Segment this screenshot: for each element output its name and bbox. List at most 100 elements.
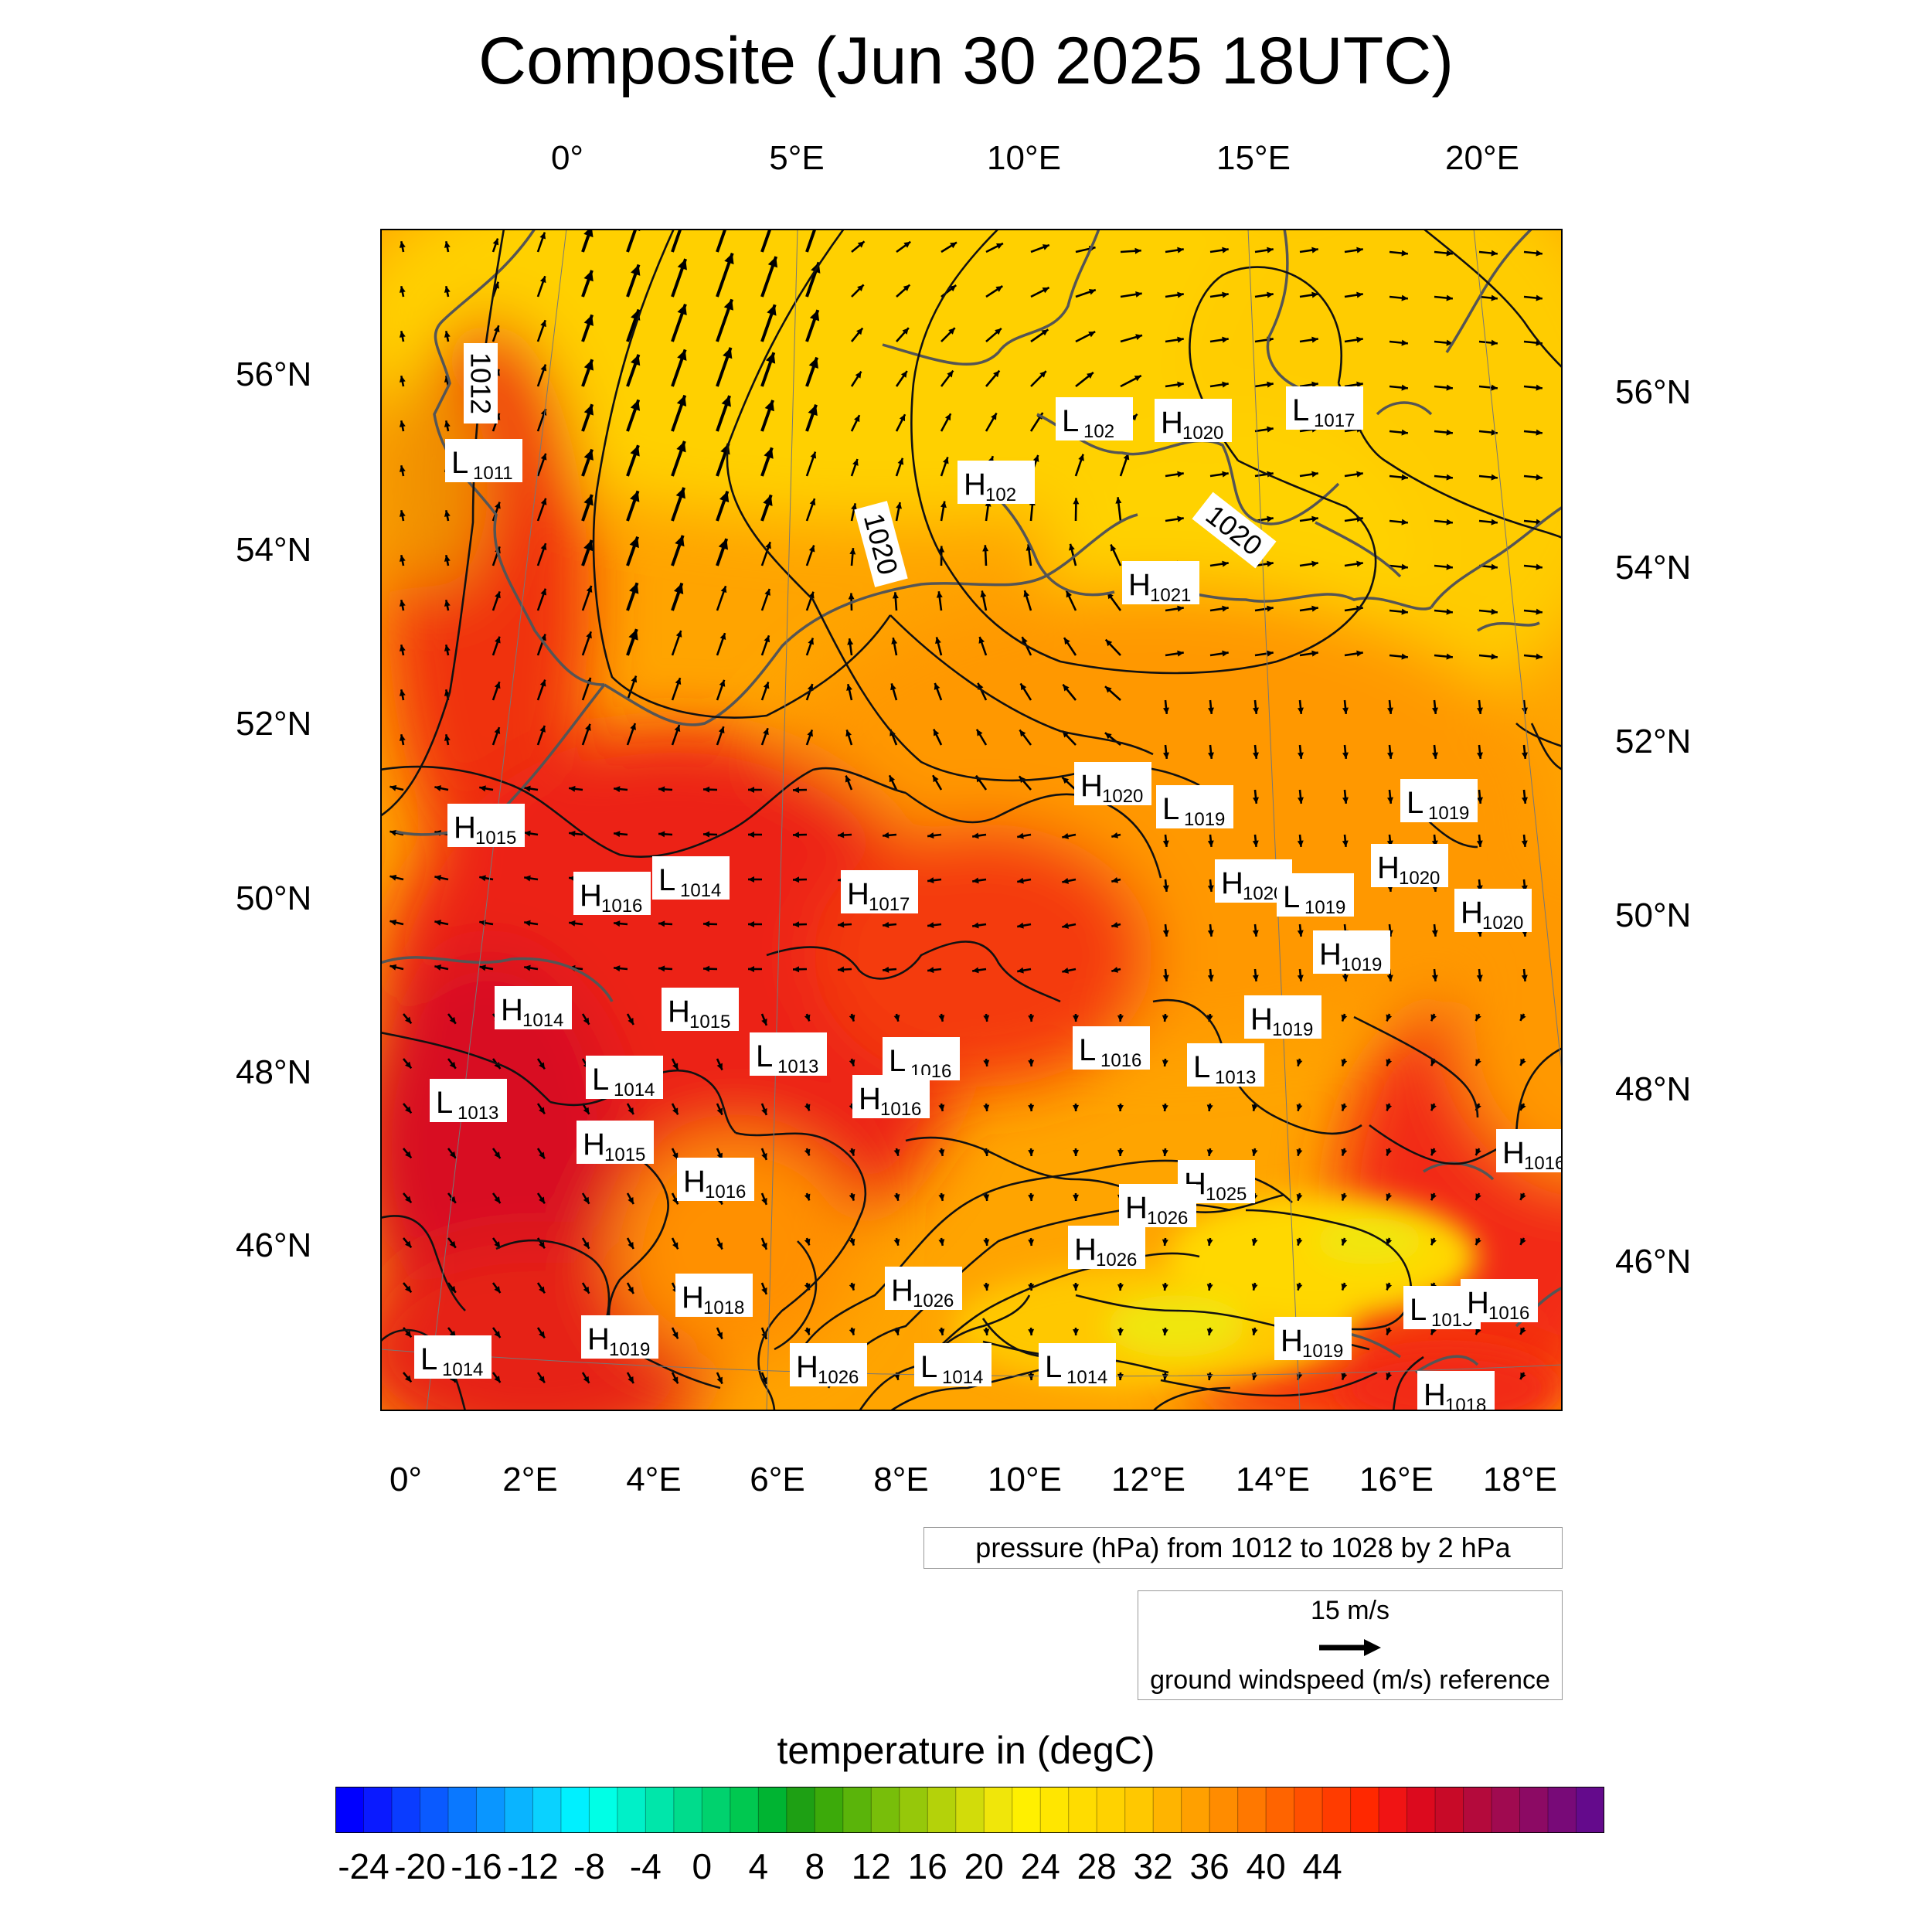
wind-vector-head xyxy=(444,331,451,338)
wind-vector-head xyxy=(1032,454,1039,462)
colorbar-cell xyxy=(1406,1787,1436,1833)
pressure-center-high: H1025 xyxy=(1178,1160,1255,1205)
wind-vector-head xyxy=(1252,840,1259,847)
wind-vector-head xyxy=(583,1196,590,1204)
wind-vector-head xyxy=(976,729,983,736)
colorbar-tick-label: -20 xyxy=(394,1846,446,1886)
colorbar-cell xyxy=(673,1787,702,1833)
pressure-center-value: 1016 xyxy=(1100,1050,1141,1071)
wind-vector-head xyxy=(1267,605,1274,612)
wind-vector-head xyxy=(524,920,531,927)
wind-vector-head xyxy=(1042,287,1049,294)
bottom-lon-label-4e: 4°E xyxy=(626,1461,682,1498)
colorbar-cell xyxy=(1294,1787,1323,1833)
pressure-center-letter: H xyxy=(1080,769,1103,803)
wind-vector-head xyxy=(1162,1239,1168,1246)
colorbar-cell xyxy=(1181,1787,1210,1833)
wind-vector-head xyxy=(1536,563,1543,570)
wind-vector-head xyxy=(434,785,442,791)
right-lat-label-50n: 50°N xyxy=(1615,896,1692,934)
wind-vector-head xyxy=(1386,975,1393,981)
wind-vector-head xyxy=(1356,560,1363,567)
wind-vector-head xyxy=(1206,1239,1213,1246)
bottom-lon-label-8e: 8°E xyxy=(873,1461,929,1498)
colorbar-tick-label: -16 xyxy=(451,1846,502,1886)
pressure-center-value: 1015 xyxy=(604,1145,645,1165)
colorbar-tick-label: 36 xyxy=(1189,1846,1230,1886)
wind-vector-head xyxy=(1267,247,1274,253)
pressure-center-letter: L xyxy=(1162,792,1179,826)
wind-vector-head xyxy=(449,1151,456,1158)
wind-vector-head xyxy=(540,543,547,550)
bottom-lon-label-18e: 18°E xyxy=(1483,1461,1557,1498)
wind-vector-head xyxy=(1311,471,1318,478)
wind-vector-head xyxy=(1430,1328,1437,1335)
wind-vector-head xyxy=(764,447,774,459)
wind-vector-head xyxy=(583,229,594,238)
wind-vector-head xyxy=(983,1328,990,1335)
wind-vector-head xyxy=(765,542,771,549)
wind-vector-head xyxy=(1446,250,1453,257)
pressure-center-value: 1019 xyxy=(1304,897,1345,918)
wind-vector-head xyxy=(934,682,940,690)
wind-vector-head xyxy=(849,1283,855,1291)
wind-vector-head xyxy=(972,832,979,839)
wind-vector-head xyxy=(938,1239,945,1246)
wind-vector-head xyxy=(810,451,817,459)
wind-vector-head xyxy=(444,510,451,517)
wind-vector-head xyxy=(1520,1058,1526,1066)
wind-vector-head xyxy=(1296,1193,1303,1201)
wind-vector-head xyxy=(1028,1104,1035,1111)
pressure-center-low: L 1016 xyxy=(1073,1026,1150,1071)
pressure-center-letter: H xyxy=(1319,937,1342,971)
wind-vector-head xyxy=(1251,1284,1258,1291)
wind-vector-head xyxy=(1430,1193,1437,1201)
wind-vector-head xyxy=(389,784,397,791)
colorbar-cell xyxy=(560,1787,590,1833)
wind-vector-head xyxy=(628,1107,634,1114)
pressure-center-high: H 1016 xyxy=(573,872,651,917)
bottom-lon-label-12e: 12°E xyxy=(1111,1461,1185,1498)
pressure-center-letter: H xyxy=(796,1350,818,1384)
wind-vector-head xyxy=(494,682,501,689)
wind-vector-head xyxy=(1536,608,1543,615)
wind-vector-head xyxy=(1491,653,1498,660)
wind-vector-head xyxy=(902,328,909,335)
pressure-center-value: 1020 xyxy=(1399,868,1440,889)
wind-vector-head xyxy=(1222,381,1229,388)
wind-vector-head xyxy=(494,1196,501,1203)
wind-vector-head xyxy=(1431,930,1438,937)
wind-vector-head xyxy=(1134,247,1141,254)
wind-vector-head xyxy=(893,1194,900,1201)
wind-vector-head xyxy=(1356,336,1363,343)
colorbar-cell xyxy=(1124,1787,1154,1833)
wind-vector-head xyxy=(479,785,486,792)
pressure-center-letter: H xyxy=(891,1274,913,1308)
wind-vector-head xyxy=(1177,291,1184,298)
wind-vector-head xyxy=(1073,1328,1080,1335)
wind-vector-head xyxy=(1536,384,1543,391)
wind-vector-head xyxy=(804,1193,811,1201)
wind-vector-head xyxy=(1356,247,1363,253)
wind-vector-head xyxy=(1267,650,1274,657)
wind-vector-head xyxy=(891,638,898,645)
wind-vector-head xyxy=(995,286,1003,292)
wind-vector-head xyxy=(748,786,755,793)
wind-vector-head xyxy=(857,284,864,291)
wind-vector-head xyxy=(540,588,547,596)
bottom-lon-label-16e: 16°E xyxy=(1359,1461,1434,1498)
wind-vector-head xyxy=(1311,605,1318,612)
colorbar-cell xyxy=(815,1787,844,1833)
wind-vector-head xyxy=(1356,291,1363,298)
wind-vector-head xyxy=(614,965,621,972)
pressure-center-letter: H xyxy=(964,468,986,502)
wind-vector-head xyxy=(1311,560,1318,567)
wind-vector-head xyxy=(1162,975,1169,981)
right-lat-label-56n: 56°N xyxy=(1615,373,1692,411)
colorbar-title: temperature in (degC) xyxy=(777,1729,1155,1772)
wind-vector-head xyxy=(1028,1149,1035,1156)
pressure-center-letter: L xyxy=(1292,393,1309,427)
wind-vector-head xyxy=(658,831,665,838)
wind-vector-head xyxy=(1252,975,1259,981)
